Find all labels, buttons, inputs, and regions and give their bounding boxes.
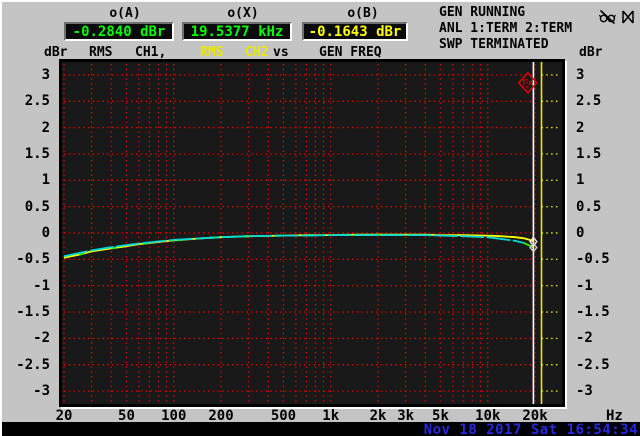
readout-x-label: o(X) [227,6,259,21]
x-tick-5k: 5k [432,408,449,424]
glasses-off-icon[interactable] [599,9,616,25]
y-tick-left-0.5: 0.5 [24,198,50,215]
x-tick-50: 50 [118,408,135,424]
y-tick-left--3: -3 [33,383,50,400]
x-axis-unit: Hz [606,408,623,424]
x-tick-2k: 2k [369,408,387,424]
status-anl: ANL 1:TERM 2:TERM [439,21,573,36]
y-tick-right--3: -3 [576,383,593,400]
y-tick-left--1: -1 [33,277,50,294]
y-tick-left-2.5: 2.5 [24,93,50,110]
cursor-marker [529,242,538,253]
x-tick-20: 20 [55,408,73,424]
readout-a-value[interactable]: -0.2840 dBr [64,22,174,41]
y-tick-right--0.5: -0.5 [576,251,610,268]
x-tick-10k: 10k [475,408,501,424]
sound-off-icon[interactable] [620,9,637,25]
trace-ch1-hf [523,242,534,249]
x-tick-100: 100 [161,408,187,424]
y-tick-left--2.5: -2.5 [16,356,50,373]
x-tick-3k: 3k [397,408,415,424]
y-tick-left--2: -2 [33,330,50,347]
alarm-diamond-glyphs [523,79,533,88]
grid-horizontal [64,74,560,392]
status-swp: SWP TERMINATED [439,37,549,52]
readout-x-value[interactable]: 19.5377 kHz [182,22,292,41]
y-tick-right--2: -2 [576,330,593,347]
alarm-diamond-marker [517,71,538,95]
y-tick-left-3: 3 [41,66,50,83]
plot-area[interactable] [59,59,565,407]
y-tick-right-1.5: 1.5 [576,145,602,162]
y-unit-left: dBr [44,45,68,60]
ch2-detector: RMS [200,45,224,60]
y-tick-left-1: 1 [41,172,50,189]
y-tick-right-2.5: 2.5 [576,93,602,110]
x-tick-20k: 20k [522,408,548,424]
x-tick-200: 200 [208,408,234,424]
y-tick-left-0: 0 [41,225,50,241]
y-tick-right--1.5: -1.5 [576,304,610,321]
readout-b-value[interactable]: -0.1643 dBr [302,22,408,41]
ch2-name: CH2 [245,45,269,60]
y-tick-right--2.5: -2.5 [576,356,610,373]
y-tick-left--1.5: -1.5 [16,304,50,321]
ch1-name: CH1, [135,45,167,60]
y-tick-right-2: 2 [576,119,585,136]
status-bar: Nov 18 2017 Sat 16:54:34 [2,422,640,436]
datetime-display: Nov 18 2017 Sat 16:54:34 [423,422,638,436]
x-tick-1k: 1k [322,408,340,424]
trace-ch1 [63,234,525,258]
y-tick-left-2: 2 [41,119,50,136]
vs-label: vs [273,45,289,60]
y-tick-left-1.5: 1.5 [24,145,50,162]
y-tick-right--1: -1 [576,277,593,294]
y-tick-right-0: 0 [576,225,585,241]
y-tick-left--0.5: -0.5 [16,251,50,268]
x-source-label: GEN FREQ [319,45,382,60]
status-gen: GEN RUNNING [439,5,526,20]
cursor-marker [529,236,538,247]
y-tick-right-0.5: 0.5 [576,198,602,215]
readout-a-label: o(A) [109,6,141,21]
readout-b-label: o(B) [347,6,379,21]
chart-svg [63,62,560,404]
x-tick-500: 500 [270,408,297,424]
y-tick-right-1: 1 [576,172,585,189]
y-tick-right-3: 3 [576,66,585,83]
ch1-detector: RMS [89,45,113,60]
y-unit-right: dBr [579,45,603,60]
